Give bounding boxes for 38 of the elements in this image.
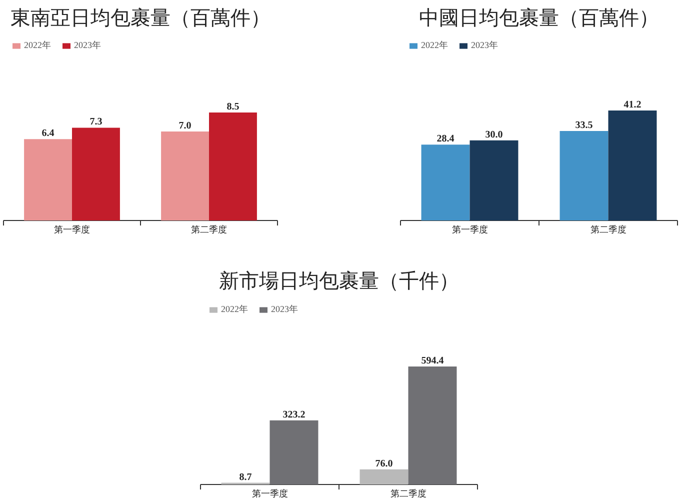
bar xyxy=(408,366,457,484)
chart-title: 新市場日均包裹量（千件） xyxy=(219,268,459,292)
x-tick-label: 第二季度 xyxy=(590,224,626,236)
data-label: 76.0 xyxy=(375,458,393,470)
legend-label: 2022年 xyxy=(24,39,51,52)
data-label: 8.7 xyxy=(239,472,252,483)
bar xyxy=(24,139,72,220)
x-tick-label: 第二季度 xyxy=(390,488,426,498)
x-tick-label: 第二季度 xyxy=(191,224,227,236)
data-label: 8.5 xyxy=(226,102,240,112)
x-tick-label: 第一季度 xyxy=(252,488,288,498)
legend-label: 2023年 xyxy=(74,39,101,52)
data-label: 323.2 xyxy=(282,409,306,420)
bar xyxy=(209,112,257,220)
bar xyxy=(608,110,657,220)
bar xyxy=(421,144,470,220)
chart-title: 中國日均包裹量（百萬件） xyxy=(419,6,659,30)
bar xyxy=(560,131,608,220)
legend-label: 2023年 xyxy=(471,39,498,52)
bar xyxy=(470,140,518,220)
data-label: 594.4 xyxy=(421,356,444,366)
x-tick-label: 第一季度 xyxy=(54,224,90,236)
bar xyxy=(161,132,209,220)
data-label: 41.2 xyxy=(624,100,642,110)
legend-label: 2022年 xyxy=(221,303,248,316)
bar xyxy=(360,469,408,484)
chart-title: 東南亞日均包裹量（百萬件） xyxy=(10,6,270,30)
legend-label: 2022年 xyxy=(421,39,448,52)
data-label: 6.4 xyxy=(42,128,54,140)
data-label: 28.4 xyxy=(436,134,454,145)
legend-label: 2023年 xyxy=(271,303,298,316)
x-tick-label: 第一季度 xyxy=(452,224,488,236)
data-label: 7.0 xyxy=(178,120,192,132)
data-label: 7.3 xyxy=(90,116,102,128)
data-label: 30.0 xyxy=(485,129,503,140)
data-label: 33.5 xyxy=(575,120,593,132)
bar xyxy=(270,420,318,484)
bar xyxy=(72,128,120,220)
